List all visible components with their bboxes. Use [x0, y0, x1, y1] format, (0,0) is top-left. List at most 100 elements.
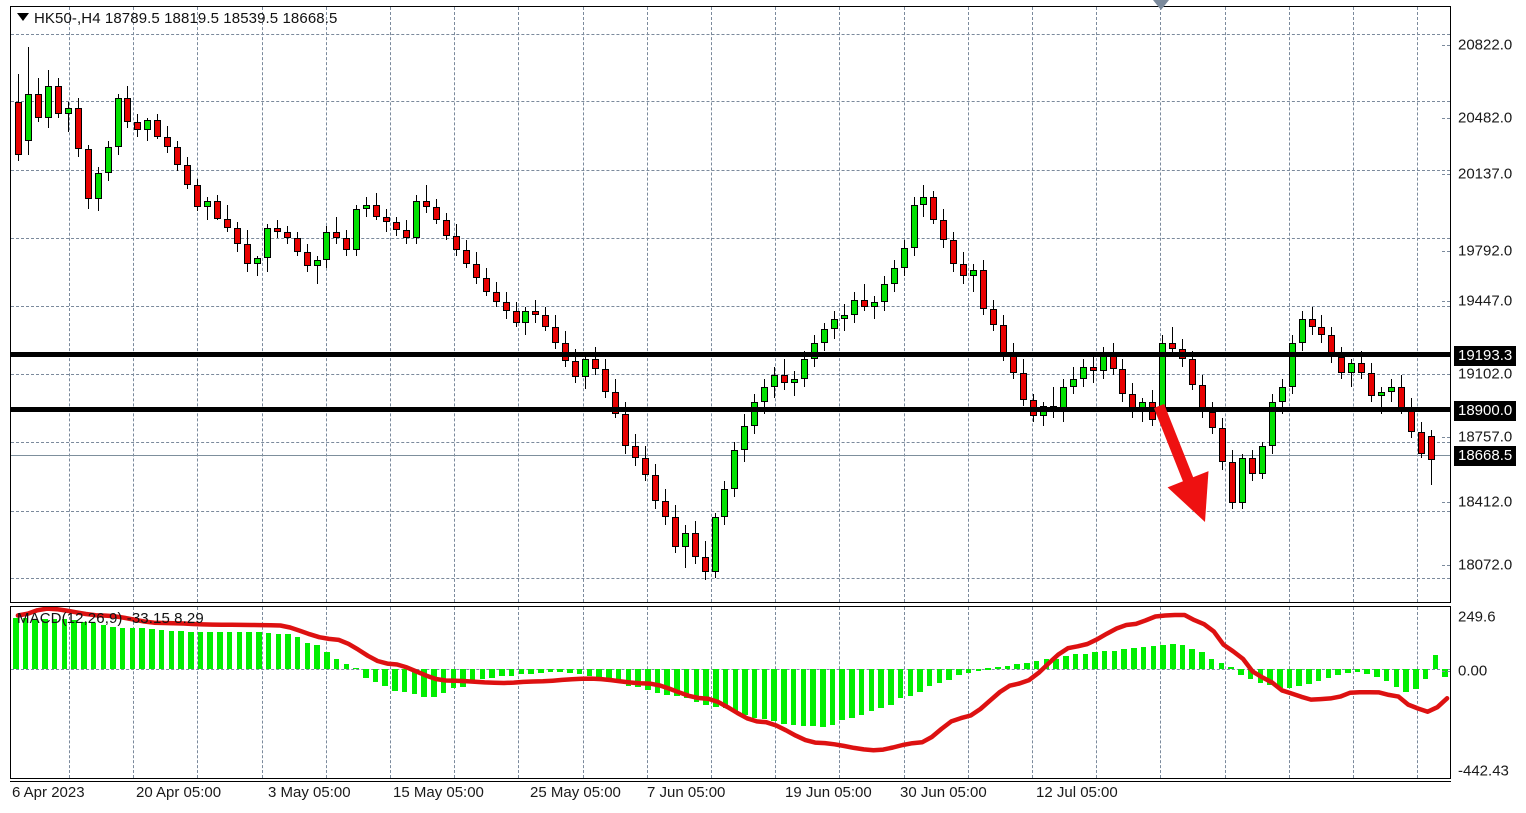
macd-histogram-bar [32, 618, 38, 669]
vertical-gridline [1289, 7, 1290, 602]
macd-axis[interactable]: 249.6 0.00 -442.43 [1442, 606, 1526, 780]
bearish-arrow-annotation[interactable] [11, 7, 1450, 602]
candle-wick [794, 370, 796, 397]
candle-body-bearish [393, 222, 401, 231]
macd-histogram-bar [528, 668, 534, 674]
macd-histogram-bar [1403, 668, 1409, 692]
candlestick [273, 7, 281, 602]
candlestick [681, 7, 689, 602]
triangle-down-icon[interactable] [17, 13, 29, 21]
candlestick [223, 7, 231, 602]
candlestick [930, 7, 938, 602]
candlestick [24, 7, 32, 602]
candlestick [114, 7, 122, 602]
macd-histogram-bar [1033, 661, 1040, 669]
vertical-gridline [1032, 607, 1033, 778]
candle-body-bearish [532, 311, 540, 316]
macd-histogram-bar [343, 663, 350, 669]
vertical-gridline [390, 607, 391, 778]
candle-body-bearish [621, 414, 629, 446]
candlestick [134, 7, 142, 602]
macd-histogram-bar [333, 658, 340, 669]
macd-plot-area[interactable] [11, 607, 1450, 778]
macd-histogram-bar [897, 668, 904, 699]
candlestick [1378, 7, 1386, 602]
price-axis[interactable]: 20822.0 20482.0 20137.0 19792.0 19447.0 19193… [1442, 6, 1526, 603]
macd-histogram-bar [732, 668, 739, 712]
candlestick [741, 7, 749, 602]
candle-body-bullish [1298, 319, 1306, 344]
macd-histogram-bar [294, 637, 301, 669]
macd-histogram-bar [1072, 654, 1079, 669]
macd-signal-path [15, 607, 1450, 753]
macd-histogram-bar [1082, 653, 1089, 669]
macd-histogram-bar [888, 668, 894, 705]
candle-body-bullish [24, 93, 32, 142]
macd-histogram-bar [139, 628, 145, 669]
candle-body-bullish [820, 329, 828, 344]
vertical-gridline [326, 7, 327, 602]
price-level-line-support[interactable] [11, 407, 1450, 412]
macd-histogram-bar [1422, 668, 1429, 679]
candlestick [253, 7, 261, 602]
macd-histogram-bar [13, 618, 19, 669]
macd-histogram-bar [110, 626, 116, 669]
time-axis-rule [10, 781, 1451, 782]
macd-histogram-bar [635, 668, 641, 687]
macd-histogram-bar [1345, 668, 1351, 674]
candle-body-bullish [253, 258, 261, 264]
macd-histogram-bar [1160, 645, 1166, 669]
vertical-gridline [839, 7, 840, 602]
time-axis[interactable]: 6 Apr 2023 20 Apr 05:00 3 May 05:00 15 May … [10, 781, 1451, 813]
horizontal-gridline [11, 34, 1450, 36]
candle-body-bearish [1338, 356, 1346, 373]
price-chart-pane[interactable]: HK50-,H4 18789.5 18819.5 18539.5 18668.5 [10, 6, 1451, 603]
candle-body-bearish [233, 228, 241, 245]
candlestick [184, 7, 192, 602]
candlestick [1417, 7, 1425, 602]
macd-histogram-bar [965, 668, 972, 674]
price-axis-label: 20137.0 [1458, 165, 1513, 183]
macd-indicator-pane[interactable]: MACD(12,26,9) -33.15 8.29 [10, 606, 1451, 779]
candlestick [15, 7, 22, 602]
candlestick [552, 7, 560, 602]
time-axis-label: 19 Jun 05:00 [785, 784, 872, 801]
price-level-line-resistance[interactable] [11, 352, 1450, 357]
candle-body-bullish [144, 119, 152, 130]
candle-body-bearish [243, 244, 251, 264]
macd-histogram-bar [197, 631, 204, 669]
macd-histogram-bar [285, 634, 291, 669]
candlestick [701, 7, 709, 602]
candle-body-bullish [771, 374, 779, 387]
price-plot-area[interactable] [11, 7, 1450, 602]
macd-histogram-bar [703, 668, 709, 706]
macd-histogram-bar [304, 642, 311, 669]
macd-histogram-bar [985, 668, 991, 670]
macd-histogram-bar [1218, 662, 1225, 669]
vertical-gridline [326, 607, 327, 778]
macd-histogram-bar [820, 668, 826, 727]
macd-histogram-bar [1063, 656, 1069, 669]
vertical-gridline [1096, 7, 1097, 602]
macd-histogram-bar [217, 631, 223, 669]
candle-body-bearish [422, 200, 430, 207]
macd-histogram-bar [129, 627, 136, 669]
candle-body-bearish [671, 517, 679, 547]
candlestick [64, 7, 72, 602]
macd-histogram-bar [654, 668, 661, 693]
candlestick [1278, 7, 1286, 602]
candlestick [373, 7, 381, 602]
candle-wick [256, 256, 258, 276]
macd-histogram-bar [324, 652, 330, 669]
candle-body-bearish [1169, 343, 1177, 349]
candle-body-bullish [900, 248, 908, 268]
candle-body-bullish [1268, 402, 1276, 446]
candlestick [1288, 7, 1296, 602]
macd-axis-label: 249.6 [1458, 608, 1496, 626]
candlestick [621, 7, 629, 602]
candlestick [214, 7, 221, 602]
candle-body-bearish [343, 238, 351, 251]
candlestick [582, 7, 590, 602]
macd-histogram-bar [1442, 668, 1448, 677]
